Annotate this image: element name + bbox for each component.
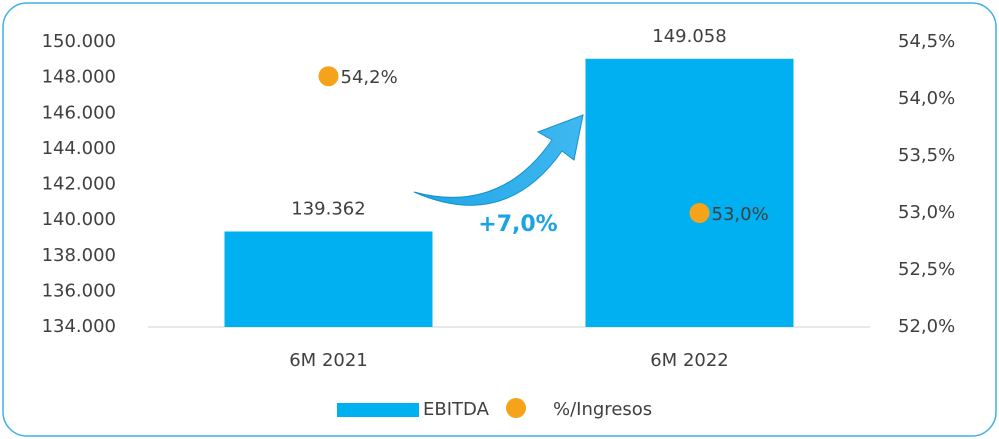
y-tick-label: 144.000	[42, 138, 116, 159]
y2-tick-label: 52,0%	[898, 316, 955, 337]
dot	[318, 66, 339, 87]
y-tick-label: 134.000	[42, 316, 116, 337]
dot-value-label: 53,0%	[712, 204, 769, 225]
y2-tick-label: 53,5%	[898, 145, 955, 166]
y-tick-label: 146.000	[42, 102, 116, 123]
y-tick-label: 142.000	[42, 174, 116, 195]
bar-value-label: 149.058	[652, 26, 726, 47]
growth-arrow	[413, 114, 584, 206]
x-tick-label: 6M 2021	[289, 350, 368, 371]
legend-swatch	[337, 403, 419, 417]
legend-label: EBITDA	[423, 399, 490, 420]
y2-tick-label: 52,5%	[898, 259, 955, 280]
bar	[585, 58, 794, 328]
legend-label: %/Ingresos	[553, 399, 652, 420]
y2-tick-label: 53,0%	[898, 202, 955, 223]
y-tick-label: 138.000	[42, 245, 116, 266]
y-tick-label: 136.000	[42, 280, 116, 301]
legend-swatch	[506, 398, 526, 418]
dot	[689, 203, 710, 223]
growth-annotation: +7,0%	[478, 212, 557, 237]
y2-tick-label: 54,5%	[898, 31, 955, 52]
y2-tick-label: 54,0%	[898, 88, 955, 109]
dot-value-label: 54,2%	[341, 67, 398, 88]
bar-value-label: 139.362	[291, 198, 365, 219]
y-tick-label: 148.000	[42, 67, 116, 88]
x-tick-label: 6M 2022	[650, 350, 729, 371]
bar	[224, 231, 433, 327]
y-tick-label: 140.000	[42, 209, 116, 230]
y-tick-label: 150.000	[42, 31, 116, 52]
